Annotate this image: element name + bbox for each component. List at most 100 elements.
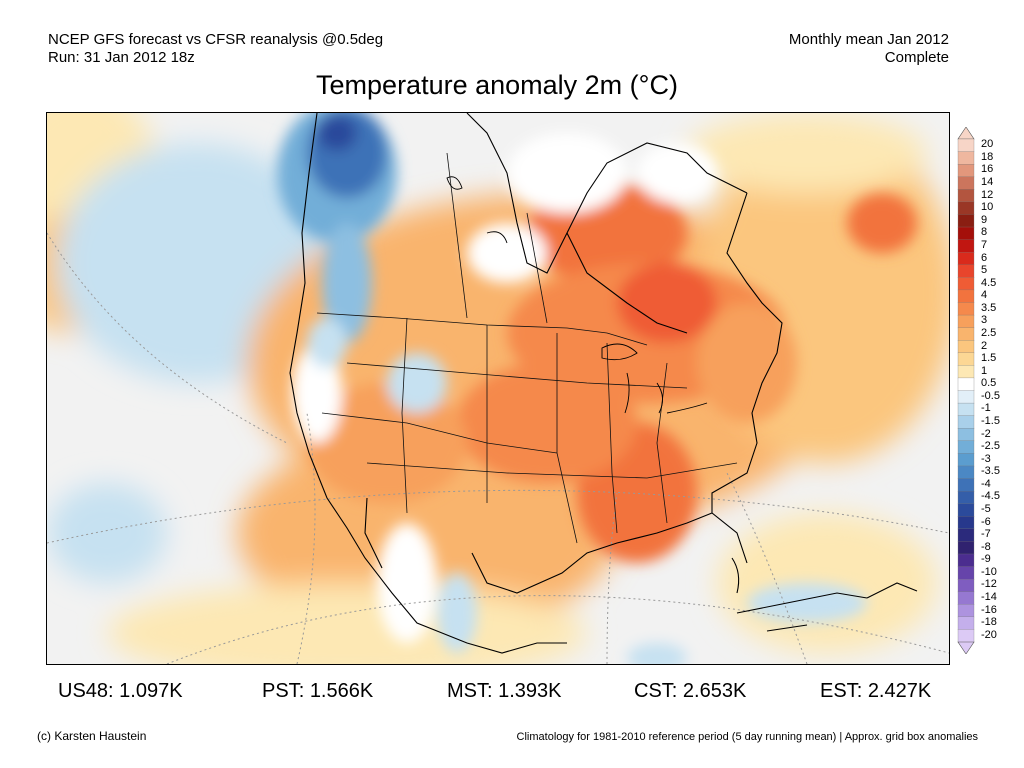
colorbar-swatch: [957, 402, 975, 417]
colorbar-label: -20: [981, 628, 997, 641]
stat-est: EST: 2.427K: [820, 680, 932, 702]
colorbar-label: 6: [981, 251, 988, 264]
colorbar-swatch: [957, 490, 975, 505]
colorbar-swatch: [957, 138, 975, 153]
colorbar-swatch: [957, 314, 975, 329]
colorbar-label: -2.5: [981, 440, 1000, 453]
colorbar-swatch: [957, 591, 975, 605]
colorbar-label: 1: [981, 364, 988, 377]
colorbar-swatch: [957, 629, 975, 643]
completion-status: Complete: [884, 49, 949, 66]
colorbar-label: 2: [981, 339, 988, 352]
colorbar-swatch: [957, 440, 975, 454]
colorbar-arrow-bottom: [957, 641, 975, 654]
stat-region: PST: [262, 680, 299, 702]
colorbar-label: 4.5: [981, 276, 997, 289]
colorbar-swatch: [957, 553, 975, 568]
colorbar-swatch: [957, 176, 975, 190]
colorbar-swatch: [957, 616, 975, 630]
colorbar-label: 7: [981, 238, 988, 251]
colorbar-swatch: [957, 164, 975, 178]
colorbar-swatch: [957, 541, 975, 555]
colorbar-label: -10: [981, 565, 997, 578]
colorbar-label: 3.5: [981, 301, 997, 314]
colorbar-swatch: [957, 578, 975, 593]
colorbar-graphic: [957, 127, 975, 654]
colorbar-swatch: [957, 390, 975, 404]
colorbar-label: 2.5: [981, 326, 997, 339]
colorbar-swatch: [957, 327, 975, 341]
regional-averages: US48: 1.097K PST: 1.566K MST: 1.393K CST: 2…: [0, 680, 1024, 706]
stat-value: 2.427K: [867, 680, 932, 702]
colorbar-label: -4.5: [981, 490, 1000, 503]
stat-cst: CST: 2.653K: [634, 680, 747, 702]
stat-mst: MST: 1.393K: [447, 680, 562, 702]
colorbar-swatch: [957, 566, 975, 580]
stat-us48: US48: 1.097K: [58, 680, 183, 702]
colorbar-swatch: [957, 365, 975, 379]
model-description: NCEP GFS forecast vs CFSR reanalysis @0.…: [48, 31, 384, 48]
colorbar-swatch: [957, 214, 975, 228]
anomaly-field-detail: [277, 113, 917, 664]
colorbar-label: 20: [981, 138, 994, 151]
stat-value: 1.393K: [498, 680, 562, 702]
colorbar-swatch: [957, 239, 975, 253]
colorbar-label: 8: [981, 226, 988, 239]
colorbar-label: -0.5: [981, 389, 1000, 402]
stat-region: MST: [447, 680, 487, 702]
colorbar-swatch: [957, 377, 975, 392]
colorbar-label: -3: [981, 452, 991, 465]
colorbar-swatch: [957, 277, 975, 291]
colorbar-label: 4: [981, 289, 988, 302]
colorbar-label: 1.5: [981, 352, 997, 365]
map-title: Temperature anomaly 2m (°C): [316, 70, 678, 100]
colorbar-label: -8: [981, 540, 991, 553]
stat-region: US48: [58, 680, 109, 702]
colorbar-label: -1.5: [981, 414, 1000, 427]
stat-value: 1.566K: [309, 680, 374, 702]
colorbar-label: -12: [981, 578, 997, 591]
colorbar-swatch: [957, 352, 975, 366]
graticule: [47, 232, 949, 664]
header-left: NCEP GFS forecast vs CFSR reanalysis @0.…: [48, 31, 383, 67]
run-time: Run: 31 Jan 2012 18z: [48, 49, 195, 66]
colorbar-swatch: [957, 340, 975, 354]
colorbar-label: -2: [981, 427, 991, 440]
colorbar-swatch: [957, 302, 975, 316]
lakes: [446, 176, 708, 414]
colorbar-swatch: [957, 503, 975, 517]
anomaly-map: [46, 112, 950, 665]
anomaly-map-graphic: [47, 113, 949, 664]
colorbar-label: -16: [981, 603, 997, 616]
stat-region: EST: [820, 680, 857, 702]
colorbar-swatch: [957, 516, 975, 530]
colorbar-swatch: [957, 453, 975, 467]
colorbar-label: 14: [981, 176, 994, 188]
colorbar-label: 9: [981, 213, 988, 226]
colorbar-swatch: [957, 415, 975, 429]
coastlines: [289, 113, 918, 654]
colorbar-swatch: [957, 151, 975, 165]
header-right: Monthly mean Jan 2012 Complete: [789, 31, 949, 67]
state-borders: [316, 152, 738, 544]
colorbar-swatch: [957, 201, 975, 215]
colorbar-label: 12: [981, 188, 994, 201]
colorbar-label: -4: [981, 477, 991, 490]
colorbar-label: -9: [981, 553, 991, 566]
colorbar-label: -6: [981, 515, 991, 528]
colorbar-swatch: [957, 252, 975, 266]
colorbar-swatch: [957, 428, 975, 442]
colorbar-label: -3.5: [981, 465, 1000, 478]
colorbar-swatch: [957, 528, 975, 542]
colorbar-swatch: [957, 264, 975, 278]
colorbar-label: 5: [981, 264, 988, 276]
colorbar-arrow-top: [957, 127, 975, 140]
period-label: Monthly mean Jan 2012: [788, 31, 949, 48]
stat-value: 1.097K: [119, 680, 183, 702]
colorbar-label: 10: [981, 201, 994, 214]
colorbar-label: -14: [981, 591, 997, 603]
stat-value: 2.653K: [682, 680, 747, 702]
colorbar-swatch: [957, 478, 975, 492]
colorbar-label: 16: [981, 163, 994, 176]
stat-region: CST: [634, 680, 672, 702]
